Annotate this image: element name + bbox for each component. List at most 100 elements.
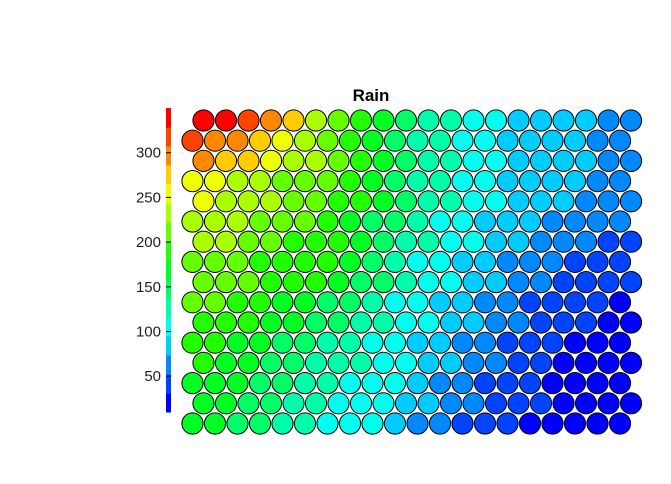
hex-cell xyxy=(214,392,238,415)
hex-cell xyxy=(552,109,575,132)
hex-cell xyxy=(259,311,283,334)
hex-cell xyxy=(406,210,429,233)
hex-cell xyxy=(192,190,215,213)
hex-cell xyxy=(563,170,587,193)
hex-cell xyxy=(608,129,632,152)
hex-cell xyxy=(282,230,305,253)
hex-cell xyxy=(518,170,542,193)
hex-cell xyxy=(214,109,238,132)
hex-cell xyxy=(619,149,643,172)
hex-cell xyxy=(316,210,339,233)
hex-cell xyxy=(496,412,519,435)
hex-cell xyxy=(383,331,407,354)
hex-cell xyxy=(372,149,395,172)
colorbar-tick-label: 150 xyxy=(136,279,161,296)
hex-cell xyxy=(451,412,474,435)
hex-cell xyxy=(518,331,542,354)
hex-cell xyxy=(552,392,575,415)
hex-cell xyxy=(439,271,463,294)
hex-cell xyxy=(563,372,587,395)
hex-cell xyxy=(552,190,575,213)
hex-cell xyxy=(541,210,564,233)
hex-cell xyxy=(507,190,530,213)
hex-cell xyxy=(282,149,305,172)
hex-cell xyxy=(304,190,328,213)
hex-cell xyxy=(574,392,598,415)
hex-cell xyxy=(259,109,283,132)
hex-cell xyxy=(608,170,632,193)
hex-cell xyxy=(563,129,587,152)
hex-cell xyxy=(608,210,632,233)
hex-cell xyxy=(181,170,204,193)
hex-cell xyxy=(462,392,485,415)
hex-cell xyxy=(473,170,497,193)
hex-cell xyxy=(439,351,463,374)
hex-cell xyxy=(428,170,452,193)
hex-cell xyxy=(541,250,564,273)
hex-cell xyxy=(484,149,508,172)
hex-cell xyxy=(507,351,530,374)
hex-cell xyxy=(226,331,249,354)
hex-cell xyxy=(451,170,474,193)
hex-cell xyxy=(372,392,395,415)
colorbar-segment xyxy=(166,222,171,242)
hex-cell xyxy=(248,412,272,435)
hex-cell xyxy=(361,331,384,354)
hex-cell xyxy=(181,250,204,273)
hex-cell xyxy=(237,109,260,132)
hex-cell xyxy=(406,331,429,354)
hex-cell xyxy=(541,372,564,395)
hex-cell xyxy=(462,230,485,253)
hex-cell xyxy=(586,412,609,435)
hex-cell xyxy=(293,129,317,152)
hex-cell xyxy=(259,351,283,374)
hex-cell xyxy=(619,271,643,294)
hex-cell xyxy=(406,372,429,395)
hex-cell xyxy=(574,109,598,132)
hex-cell xyxy=(203,250,227,273)
hex-cell xyxy=(361,210,384,233)
hex-cell xyxy=(428,372,452,395)
hex-cell xyxy=(248,210,272,233)
hex-cell xyxy=(406,250,429,273)
hex-cell xyxy=(192,109,215,132)
hex-cell xyxy=(327,190,350,213)
hex-cell xyxy=(439,190,463,213)
hex-cell xyxy=(597,392,620,415)
hex-cell xyxy=(394,392,418,415)
hex-cell xyxy=(383,250,407,273)
hex-cell xyxy=(394,351,418,374)
hex-cell xyxy=(428,210,452,233)
hex-cell xyxy=(439,392,463,415)
hex-cell xyxy=(237,311,260,334)
hex-cell xyxy=(484,271,508,294)
hex-cell xyxy=(293,210,317,233)
hex-cell xyxy=(586,210,609,233)
hex-cell xyxy=(552,351,575,374)
hex-cell xyxy=(214,149,238,172)
hex-cell xyxy=(237,271,260,294)
hex-cell xyxy=(608,372,632,395)
hex-cell xyxy=(338,291,362,314)
colorbar-segment xyxy=(166,374,171,394)
hex-cell xyxy=(563,412,587,435)
hex-cell xyxy=(383,291,407,314)
hex-cell xyxy=(181,129,204,152)
hex-cell xyxy=(181,412,204,435)
hex-cell xyxy=(394,149,418,172)
hex-cell xyxy=(259,230,283,253)
hex-cell xyxy=(226,129,249,152)
hex-cell xyxy=(237,190,260,213)
hex-cell xyxy=(473,291,497,314)
hex-cell xyxy=(439,311,463,334)
hex-cell xyxy=(518,129,542,152)
colorbar-segment xyxy=(166,298,171,318)
hex-cell xyxy=(237,149,260,172)
hex-cell xyxy=(338,331,362,354)
hex-cell xyxy=(619,311,643,334)
hex-cell xyxy=(484,311,508,334)
hex-cell xyxy=(327,392,350,415)
hex-cell xyxy=(259,392,283,415)
hex-cell xyxy=(507,109,530,132)
hex-cell xyxy=(372,230,395,253)
